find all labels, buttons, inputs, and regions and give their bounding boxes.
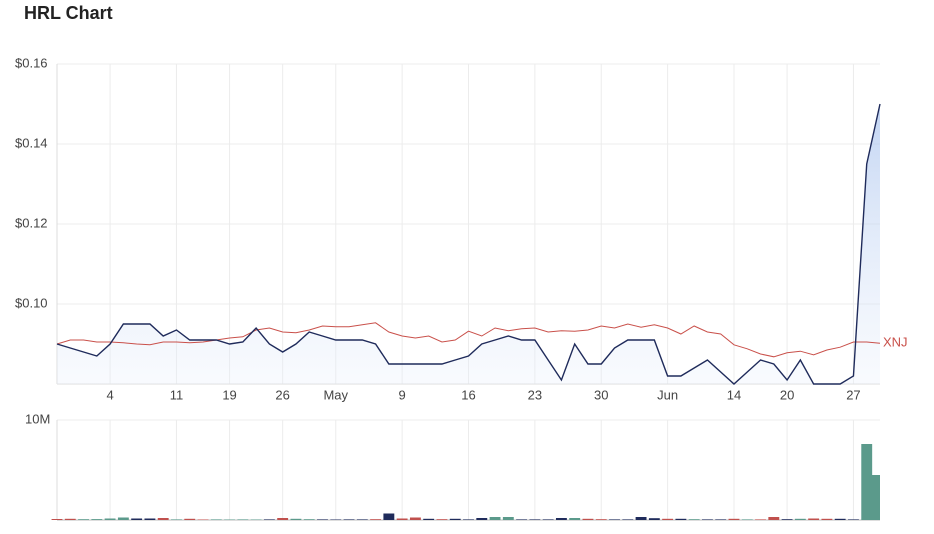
volume-bar [542, 519, 554, 520]
volume-bar [210, 519, 222, 520]
volume-bar [781, 519, 793, 520]
volume-bar [117, 517, 129, 520]
volume-bar [821, 518, 833, 520]
x-tick-label: 11 [170, 387, 184, 402]
volume-bar [555, 518, 567, 520]
volume-bar [423, 518, 435, 520]
chart-title: HRL Chart [24, 3, 113, 23]
volume-bar [409, 517, 421, 520]
volume-bar [171, 519, 182, 520]
x-tick-label: 16 [461, 387, 475, 402]
x-tick-label: 9 [399, 387, 406, 402]
volume-bar [701, 519, 713, 520]
volume-bar [449, 518, 461, 520]
volume-bar [582, 518, 594, 520]
volume-bar [741, 519, 753, 520]
volume-bar [848, 519, 859, 520]
volume-bar [569, 518, 581, 520]
x-tick-label: 30 [594, 387, 608, 402]
volume-bar [635, 517, 647, 520]
x-tick-label: Jun [657, 387, 678, 402]
volume-bar [303, 519, 315, 520]
volume-bar [529, 519, 541, 520]
volume-bar [476, 518, 488, 520]
volume-bar [436, 519, 448, 520]
series-label: XNJ [883, 335, 908, 350]
x-tick-label: 23 [528, 387, 542, 402]
volume-bar [224, 519, 236, 520]
volume-bar [489, 517, 501, 520]
volume-bar [728, 518, 740, 520]
volume-bar [277, 518, 289, 520]
volume-bar [184, 518, 196, 520]
y-tick-label: $0.16 [15, 55, 48, 70]
volume-bar [131, 518, 143, 520]
x-tick-label: 26 [275, 387, 289, 402]
volume-bar [609, 519, 620, 520]
x-tick-label: 27 [846, 387, 860, 402]
volume-bar [104, 518, 116, 520]
price-line [56, 322, 881, 358]
x-tick-label: May [323, 387, 348, 402]
volume-bar [808, 518, 820, 520]
volume-bar [688, 519, 700, 520]
volume-bar [250, 519, 262, 520]
x-tick-label: 4 [106, 387, 113, 402]
volume-bar [595, 519, 607, 520]
y-tick-label: $0.10 [15, 295, 48, 310]
volume-bar [343, 519, 355, 520]
volume-bar [648, 518, 660, 520]
volume-bar [516, 519, 528, 520]
volume-bar [869, 475, 880, 520]
y-tick-label: $0.14 [15, 135, 48, 150]
y-tick-label: $0.12 [15, 215, 48, 230]
volume-bar [317, 519, 328, 520]
volume-bar [263, 519, 275, 520]
volume-bar [622, 519, 634, 520]
x-tick-label: 19 [222, 387, 236, 402]
volume-bar [502, 517, 514, 520]
volume-bar [662, 518, 674, 520]
volume-bar [755, 519, 766, 520]
y-tick-label: 10M [25, 411, 50, 426]
price-line [56, 103, 881, 385]
volume-bar [144, 518, 156, 520]
volume-bar [237, 519, 249, 520]
volume-bar [715, 519, 727, 520]
volume-bar [64, 518, 76, 520]
volume-bar [396, 518, 408, 520]
x-tick-label: 14 [727, 387, 741, 402]
volume-bar [51, 519, 63, 520]
volume-bar [463, 519, 474, 520]
volume-bar [356, 519, 368, 520]
volume-bar [768, 517, 780, 520]
volume-bar [861, 444, 873, 520]
volume-bar [383, 513, 395, 520]
volume-bar [91, 519, 103, 520]
volume-bar [794, 518, 806, 520]
volume-bar [197, 519, 209, 520]
volume-bar [330, 519, 342, 520]
volume-bar [78, 519, 89, 520]
x-tick-label: 20 [780, 387, 794, 402]
volume-bar [157, 518, 169, 520]
volume-bar [370, 519, 382, 520]
area-fill [57, 104, 880, 384]
volume-bar [290, 518, 302, 520]
volume-bar [675, 518, 687, 520]
volume-bar [834, 518, 846, 520]
